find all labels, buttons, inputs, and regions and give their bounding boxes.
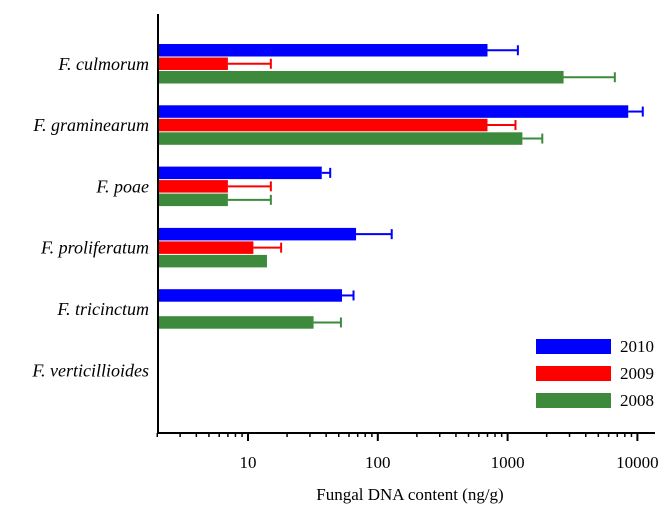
x-axis-title: Fungal DNA content (ng/g)	[316, 485, 503, 504]
bar-f-culmorum-2008	[158, 71, 564, 84]
legend-swatch-2008	[536, 393, 611, 408]
bar-f-tricinctum-2008	[158, 316, 314, 329]
errorbars-group	[227, 45, 644, 328]
x-ticks-group: 10 100 1000 10000	[156, 433, 659, 472]
bar-f-poae-2010	[158, 166, 322, 180]
x-tick-label: 100	[365, 453, 391, 472]
legend-label-2010: 2010	[620, 337, 654, 356]
legend: 2010 2009 2008	[536, 337, 654, 410]
x-tick-label: 10	[240, 453, 257, 472]
bar-f-proliferatum-2010	[158, 227, 357, 241]
category-label: F. culmorum	[57, 54, 149, 74]
bar-f-proliferatum-2008	[158, 254, 267, 268]
bar-f-graminearum-2010	[158, 105, 629, 118]
bar-f-proliferatum-2009	[158, 241, 254, 254]
bar-f-poae-2008	[158, 193, 228, 207]
legend-swatch-2010	[536, 339, 611, 354]
bar-f-culmorum-2009	[158, 57, 228, 70]
category-label: F. graminearum	[32, 115, 149, 135]
legend-label-2008: 2008	[620, 391, 654, 410]
x-tick-label: 1000	[491, 453, 525, 472]
bar-f-graminearum-2009	[158, 118, 488, 132]
x-tick-label: 10000	[616, 453, 659, 472]
legend-label-2009: 2009	[620, 364, 654, 383]
category-label: F. verticillioides	[31, 360, 149, 380]
bar-f-tricinctum-2010	[158, 289, 343, 302]
bar-f-poae-2009	[158, 180, 228, 193]
category-label: F. poae	[95, 176, 149, 196]
bar-f-culmorum-2010	[158, 44, 488, 57]
category-label: F. proliferatum	[40, 238, 149, 258]
legend-swatch-2009	[536, 366, 611, 381]
category-label: F. tricinctum	[56, 299, 149, 319]
bar-f-graminearum-2008	[158, 132, 523, 145]
bars-group	[158, 44, 629, 329]
category-labels-group: F. culmorum F. graminearum F. poae F. proli…	[31, 54, 149, 381]
